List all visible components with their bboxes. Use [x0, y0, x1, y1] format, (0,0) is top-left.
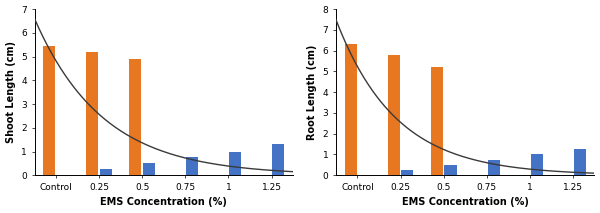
Bar	[100, 169, 112, 175]
Bar	[130, 59, 142, 175]
X-axis label: EMS Concentration (%): EMS Concentration (%)	[100, 197, 227, 207]
Bar	[86, 52, 98, 175]
Bar	[186, 157, 198, 175]
X-axis label: EMS Concentration (%): EMS Concentration (%)	[402, 197, 529, 207]
Bar	[272, 144, 284, 175]
Bar	[445, 165, 457, 175]
Y-axis label: Shoot Length (cm): Shoot Length (cm)	[5, 41, 16, 143]
Bar	[43, 46, 55, 175]
Bar	[229, 151, 241, 175]
Bar	[488, 160, 500, 175]
Bar	[530, 154, 543, 175]
Bar	[344, 44, 356, 175]
Bar	[431, 67, 443, 175]
Bar	[574, 149, 586, 175]
Y-axis label: Root Length (cm): Root Length (cm)	[307, 45, 317, 140]
Bar	[143, 163, 155, 175]
Bar	[388, 55, 400, 175]
Bar	[401, 170, 413, 175]
